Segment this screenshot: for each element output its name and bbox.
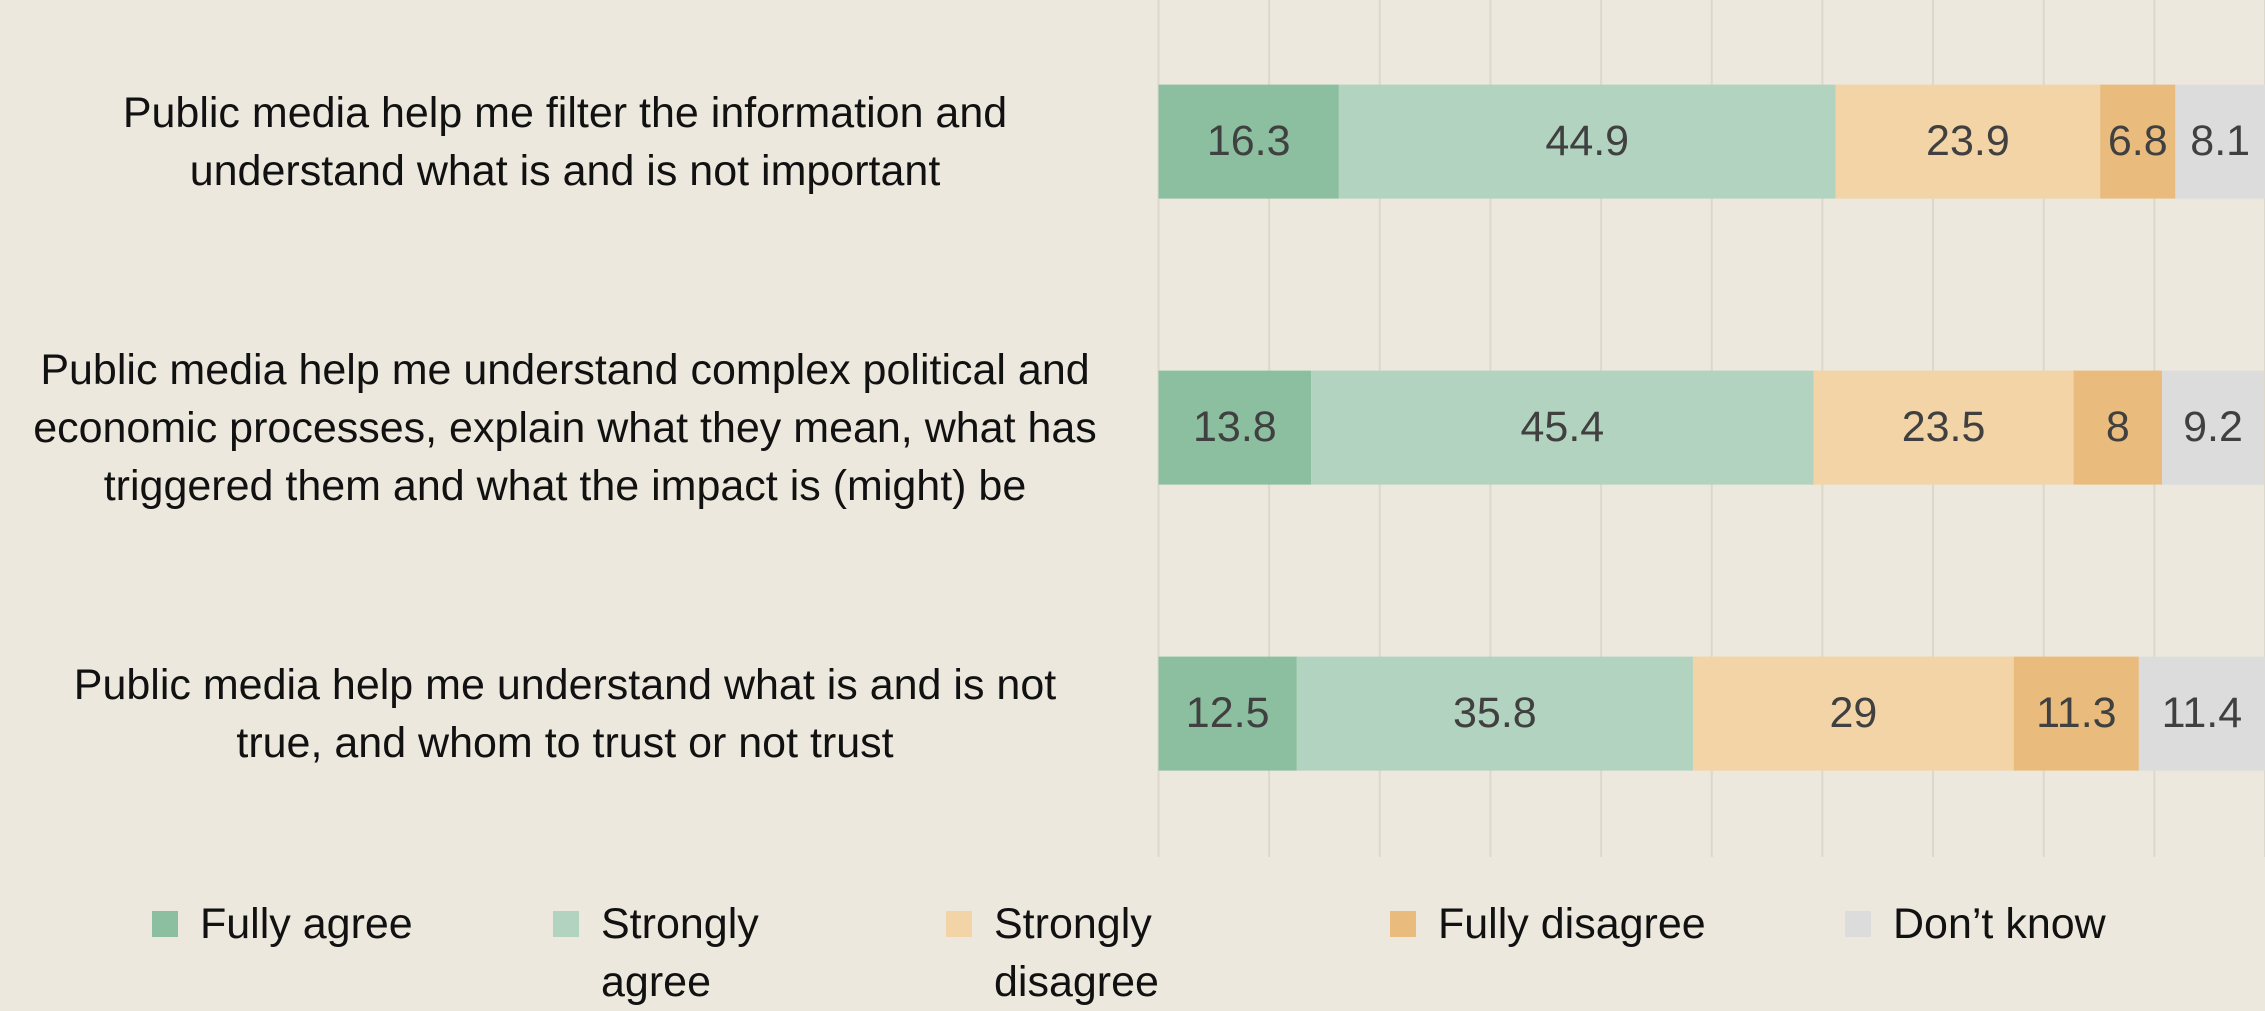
bar-segment (2138, 656, 2265, 771)
bar-segment (2162, 370, 2264, 485)
legend-item: Strongly agree (553, 895, 801, 1011)
legend-label: Strongly disagree (994, 900, 1159, 1006)
value-label: 16.3 (1207, 117, 1291, 165)
legend-item: Fully disagree (1390, 895, 1758, 953)
legend-swatch (152, 911, 178, 937)
bar-segment (1158, 656, 1297, 771)
value-label: 29 (1829, 689, 1877, 737)
bar-segment (1338, 84, 1836, 199)
legend-item: Strongly disagree (946, 895, 1194, 1011)
value-label: 35.8 (1453, 689, 1537, 737)
bar-segment (1813, 370, 2074, 485)
value-label: 23.9 (1926, 117, 2010, 165)
bar-segment (2175, 84, 2265, 199)
category-label: Public media help me understand complex … (33, 345, 1097, 510)
category-label: Public media help me understand what is … (73, 660, 1057, 767)
bar-segment (1311, 370, 1814, 485)
value-label: 12.5 (1186, 689, 1270, 737)
value-label: 8 (2106, 403, 2130, 451)
value-label: 13.8 (1193, 403, 1277, 451)
legend-label: Don’t know (1893, 900, 2106, 948)
legend-label: Fully disagree (1438, 900, 1706, 948)
bar-segment (1296, 656, 1693, 771)
value-label: 11.3 (2036, 689, 2117, 737)
legend-swatch (1845, 911, 1871, 937)
bar-segment (2100, 84, 2176, 199)
value-label: 44.9 (1545, 117, 1629, 165)
value-label: 8.1 (2190, 117, 2250, 165)
legend-item: Don’t know (1845, 895, 2213, 953)
value-label: 6.8 (2108, 117, 2168, 165)
legend-label: Strongly agree (601, 900, 759, 1006)
bar-segment (1692, 656, 2014, 771)
bar-segment (1158, 370, 1312, 485)
legend-swatch (946, 911, 972, 937)
bar-segment (2073, 370, 2163, 485)
value-label: 23.5 (1902, 403, 1986, 451)
legend-swatch (1390, 911, 1416, 937)
bar-segment (1835, 84, 2101, 199)
value-label: 45.4 (1521, 403, 1605, 451)
legend-item: Fully agree (152, 895, 460, 953)
bar-segment (1158, 84, 1339, 199)
legend-swatch (553, 911, 579, 937)
value-label: 9.2 (2183, 403, 2243, 451)
bar-segment (2013, 656, 2139, 771)
category-label: Public media help me filter the informat… (122, 88, 1008, 195)
legend-label: Fully agree (200, 900, 413, 948)
value-label: 11.4 (2162, 689, 2243, 737)
